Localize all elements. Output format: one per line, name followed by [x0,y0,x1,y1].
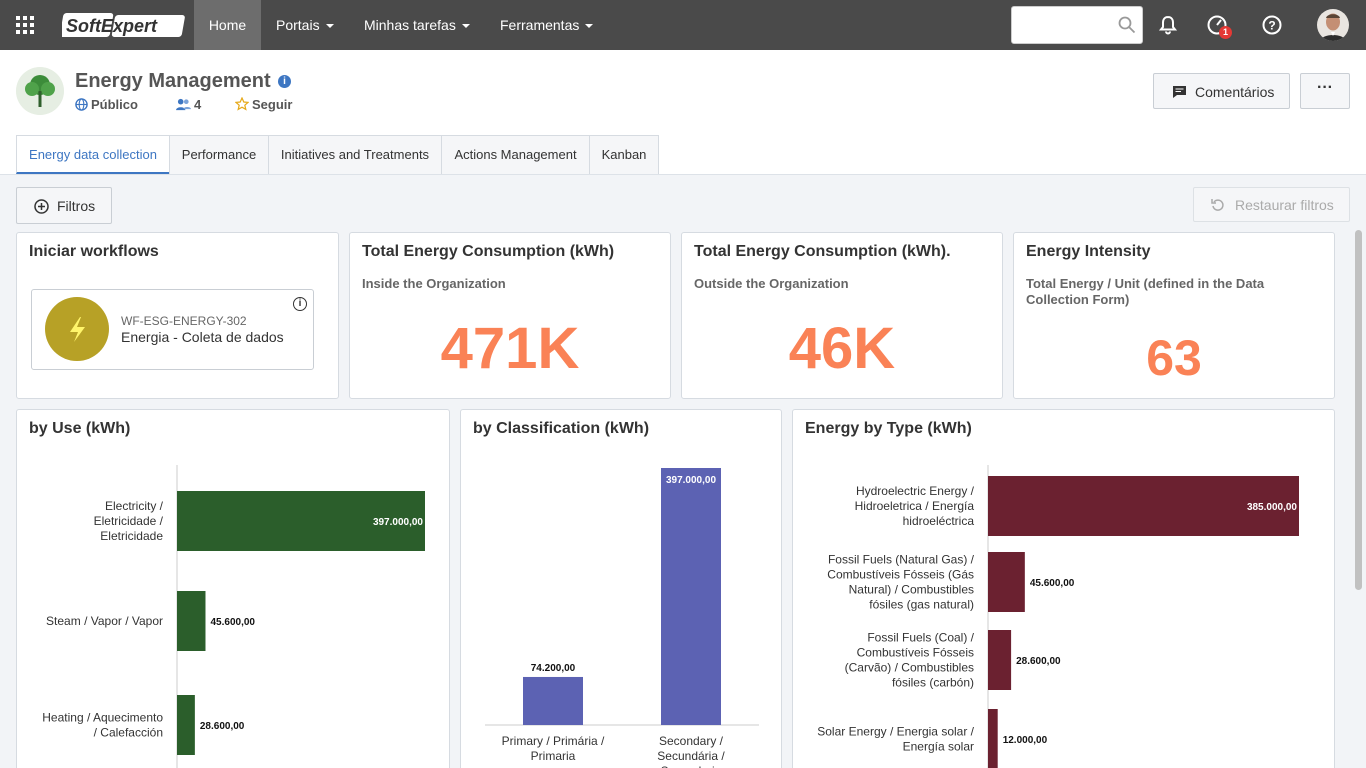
bar [661,468,721,725]
inside-consumption-card: Total Energy Consumption (kWh) Inside th… [349,232,671,399]
follow-button[interactable]: Seguir [234,96,292,112]
tab-initiatives-and-treatments[interactable]: Initiatives and Treatments [268,135,442,174]
nav-portais[interactable]: Portais [276,0,334,50]
card-subtitle: Outside the Organization [694,276,849,291]
search-input[interactable] [1011,6,1143,44]
outside-consumption-card: Total Energy Consumption (kWh). Outside … [681,232,1003,399]
bar [988,552,1025,612]
tree-logo-icon [16,67,64,115]
card-subtitle: Inside the Organization [362,276,506,291]
user-avatar[interactable] [1317,9,1349,41]
value-label: 397.000,00 [666,475,716,486]
bar [177,591,206,651]
value-label: 45.600,00 [210,617,255,628]
undo-icon [1211,199,1224,211]
filters-button[interactable]: Filtros [16,187,112,224]
bar [523,676,583,725]
bar [988,709,998,768]
value-label: 12.000,00 [1003,735,1048,746]
by-use-bar-chart: Electricity / Eletricidade / Eletricidade 3… [42,465,425,768]
star-icon [234,96,250,111]
top-navigation-bar: SoftExpert Home Portais Minhas tarefas F… [0,0,1366,50]
category-label: Fossil Fuels (Natural Gas) / Combustíveis… [827,553,974,612]
tab-actions-management[interactable]: Actions Management [441,135,590,174]
chart-title: by Use (kWh) [29,420,131,437]
restore-filters-button[interactable]: Restaurar filtros [1193,187,1350,222]
workflow-name: Energia - Coleta de dados [121,329,284,345]
value-label: 397.000,00 [373,517,423,528]
notification-badge: 1 [1219,26,1232,39]
workflows-card: Iniciar workflows WF-ESG-ENERGY-302 Ener… [16,232,339,399]
value-label: 45.600,00 [1030,578,1075,589]
workflow-avatar [45,297,109,361]
bell-icon[interactable] [1157,14,1179,36]
help-icon[interactable]: ? [1261,14,1283,36]
caret-down-icon [461,24,470,28]
value-label: 28.600,00 [1016,656,1061,667]
kpi-value: 63 [1146,330,1202,386]
card-subtitle: Total Energy / Unit (defined in the Data… [1026,276,1265,307]
nav-home[interactable]: Home [194,0,261,50]
visibility-status: Público [75,97,138,112]
category-label: Primary / Primária / Primaria [502,734,605,763]
more-options-button[interactable]: ··· [1300,73,1350,109]
plus-circle-icon [34,199,49,214]
tasks-gauge-icon[interactable] [1206,14,1228,36]
card-title: Total Energy Consumption (kWh) [362,243,615,260]
bar [177,491,425,551]
category-label: Steam / Vapor / Vapor [46,614,163,628]
by-classification-chart-card: by Classification (kWh) 74.200,00 Primary… [460,409,782,768]
category-label: Fossil Fuels (Coal) / Combustíveis Fóssei… [845,631,975,690]
card-title: Total Energy Consumption (kWh). [694,243,951,260]
by-classification-bar-chart: 74.200,00 Primary / Primária / Primaria 397… [485,468,759,768]
energy-intensity-card: Energy Intensity Total Energy / Unit (de… [1013,232,1335,399]
users-icon [176,98,191,111]
chart-title: Energy by Type (kWh) [805,420,972,437]
by-use-chart-card: by Use (kWh) Electricity / Eletricidade /… [16,409,450,768]
tab-performance[interactable]: Performance [169,135,269,174]
workflow-code: WF-ESG-ENERGY-302 [121,314,247,328]
tab-energy-data-collection[interactable]: Energy data collection [16,135,170,174]
kpi-value: 46K [788,316,896,381]
card-title: Energy Intensity [1026,243,1151,260]
caret-down-icon [325,24,334,28]
svg-text:?: ? [1268,19,1275,33]
category-label: Heating / Aquecimento / Calefacción [42,711,163,740]
category-label: Hydroelectric Energy / Hidroeletrica / En… [855,484,975,528]
page-header: Energy Management i Público 4 Seguir Com… [0,50,1366,175]
comment-icon [1173,86,1186,98]
bar [988,630,1012,690]
category-label: Electricity / Eletricidade / Eletricidade [94,499,164,543]
info-icon[interactable]: i [278,75,291,88]
card-title: Iniciar workflows [29,243,159,260]
workflow-item[interactable]: WF-ESG-ENERGY-302 Energia - Coleta de da… [31,289,314,370]
category-label: Solar Energy / Energia solar / Energía so… [817,725,974,754]
nav-ferramentas[interactable]: Ferramentas [500,0,594,50]
apps-grid-icon[interactable] [16,16,34,34]
comments-button[interactable]: Comentários [1153,73,1290,109]
members-count[interactable]: 4 [176,97,201,112]
energy-by-type-bar-chart: Hydroelectric Energy / Hidroeletrica / En… [817,465,1299,768]
lightning-icon [70,317,85,342]
globe-icon [75,98,88,111]
caret-down-icon [585,24,594,28]
page-title: Energy Management [75,70,271,92]
bar [988,476,1299,536]
nav-minhas-tarefas[interactable]: Minhas tarefas [364,0,470,50]
logo-text: SoftExpert [66,16,158,36]
kpi-value: 471K [440,316,580,381]
bar [177,695,195,755]
energy-by-type-chart-card: Energy by Type (kWh) Hydroelectric Energ… [792,409,1335,768]
tab-kanban[interactable]: Kanban [589,135,659,174]
category-label: Secondary /Secundária /Secundaria [657,734,725,768]
chart-title: by Classification (kWh) [473,420,650,437]
info-icon[interactable]: i [293,297,307,311]
value-label: 74.200,00 [531,663,576,674]
value-label: 385.000,00 [1247,502,1297,513]
value-label: 28.600,00 [200,721,245,732]
softexpert-logo[interactable]: SoftExpert [62,11,188,39]
page-scrollbar[interactable] [1355,230,1362,590]
search-icon[interactable] [1118,16,1136,34]
